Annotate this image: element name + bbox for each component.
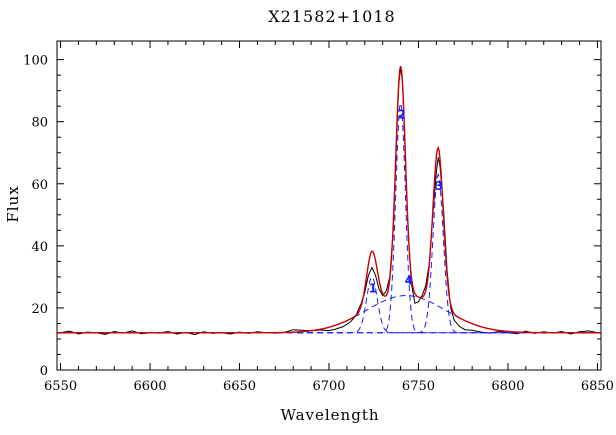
y-tick-label: 100 [23,54,48,69]
x-tick-label: 6550 [44,379,77,394]
y-tick-label: 80 [31,116,48,131]
component-label: 1 [369,281,377,295]
chart-title: X21582+1018 [268,7,395,26]
x-tick-label: 6700 [312,379,345,394]
y-tick-label: 40 [31,240,48,255]
component-3-line [57,173,601,334]
plot-area [56,66,602,336]
total-fit-line [57,66,601,334]
component-label: 3 [435,179,443,193]
y-tick-label: 20 [31,302,48,317]
y-tick-label: 0 [40,364,48,379]
component-label: 4 [405,274,413,288]
plot-frame [56,40,602,371]
axis-ticks: 6550 6600 6650 6700 6750 6800 6850 0 20 40 60 80 100 [23,41,614,394]
component-1-line [57,276,601,334]
observed-spectrum-line [56,67,602,336]
component-2-line [57,102,601,334]
y-tick-label: 60 [31,178,48,193]
x-tick-label: 6850 [581,379,614,394]
x-tick-label: 6750 [402,379,435,394]
y-axis-title: Flux [4,185,22,222]
x-axis-title: Wavelength [280,406,379,424]
x-tick-label: 6800 [491,379,524,394]
component-labels: 1 2 3 4 [369,108,444,296]
x-tick-label: 6600 [134,379,167,394]
x-tick-label: 6650 [223,379,256,394]
component-label: 2 [397,108,405,122]
